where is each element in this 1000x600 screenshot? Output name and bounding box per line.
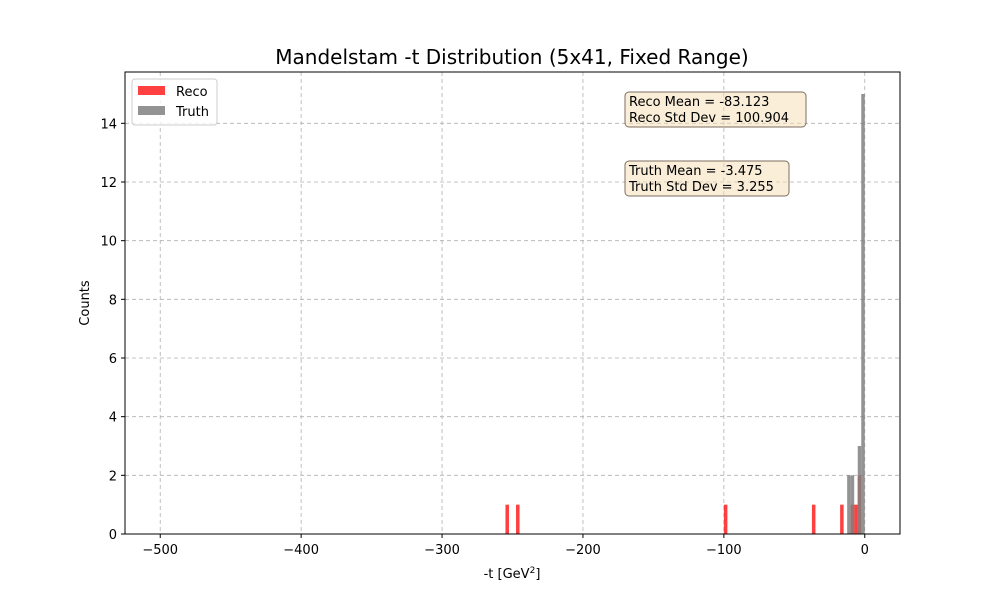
reco-std-text: Reco Std Dev = 100.904 <box>629 111 789 126</box>
truth-std-text: Truth Std Dev = 3.255 <box>628 180 774 195</box>
reco-bar <box>854 504 858 534</box>
legend-swatch-truth <box>138 106 165 115</box>
legend-swatch-reco <box>138 86 165 95</box>
x-tick-label: −100 <box>706 543 742 558</box>
x-axis-label-main: -t [GeV <box>484 567 530 582</box>
x-tick-label: −400 <box>283 543 319 558</box>
x-tick-label: 0 <box>861 543 869 558</box>
reco-stats-annotation: Reco Mean = -83.123 Reco Std Dev = 100.9… <box>624 91 807 128</box>
x-tick-label: −300 <box>424 543 460 558</box>
truth-bar <box>850 475 855 534</box>
x-axis-ticks: −500 −400 −300 −200 −100 0 <box>142 534 869 558</box>
x-axis-label-superscript: 2 <box>530 566 536 576</box>
legend-label-truth: Truth <box>175 105 209 120</box>
x-tick-label: −500 <box>142 543 178 558</box>
reco-bar <box>516 504 520 534</box>
reco-bar <box>840 504 844 534</box>
x-axis-label: -t [GeV2] <box>484 566 541 582</box>
y-tick-label: 8 <box>109 293 117 308</box>
y-tick-label: 10 <box>100 235 117 250</box>
x-tick-label: −200 <box>565 543 601 558</box>
plot-frame <box>124 71 901 535</box>
truth-stats-box <box>624 160 790 197</box>
truth-bar <box>857 446 862 534</box>
reco-stats-box <box>624 91 807 128</box>
reco-mean-text: Reco Mean = -83.123 <box>629 95 769 110</box>
chart-title: Mandelstam -t Distribution (5x41, Fixed … <box>275 45 748 69</box>
x-axis-label-close: ] <box>535 567 540 582</box>
y-tick-label: 0 <box>109 528 117 543</box>
y-axis-label: Counts <box>78 280 93 326</box>
reco-bar <box>505 504 509 534</box>
legend: Reco Truth <box>131 78 218 126</box>
y-tick-label: 12 <box>100 176 117 191</box>
truth-bar <box>847 475 851 534</box>
histogram-bars <box>505 94 865 534</box>
truth-mean-text: Truth Mean = -3.475 <box>628 164 763 179</box>
truth-stats-annotation: Truth Mean = -3.475 Truth Std Dev = 3.25… <box>624 160 790 197</box>
grid-lines <box>125 72 900 535</box>
reco-bar <box>811 504 816 534</box>
legend-label-reco: Reco <box>176 85 208 100</box>
truth-bar <box>861 94 865 534</box>
y-axis-ticks: 0 2 4 6 8 10 12 14 <box>100 117 125 543</box>
y-tick-label: 14 <box>100 117 117 132</box>
y-tick-label: 4 <box>109 411 117 426</box>
y-tick-label: 2 <box>109 469 117 484</box>
reco-bar <box>723 504 728 534</box>
y-tick-label: 6 <box>109 352 117 367</box>
